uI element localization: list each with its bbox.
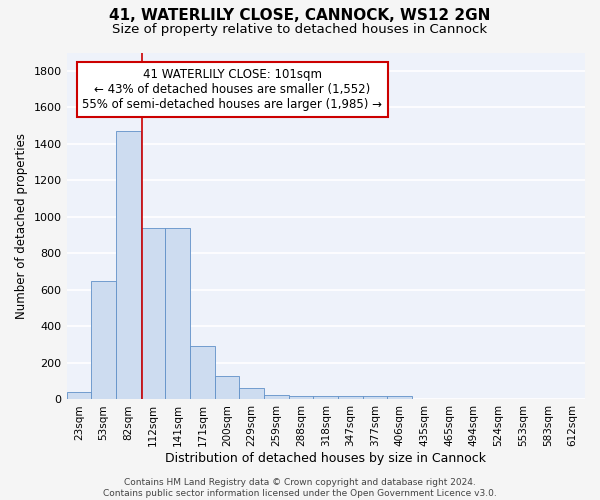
Text: Size of property relative to detached houses in Cannock: Size of property relative to detached ho…	[112, 22, 488, 36]
Bar	[313, 396, 338, 400]
Bar	[388, 396, 412, 400]
Bar	[91, 281, 116, 400]
Bar	[239, 388, 264, 400]
Bar	[165, 228, 190, 400]
Bar	[116, 131, 140, 400]
Text: Contains HM Land Registry data © Crown copyright and database right 2024.
Contai: Contains HM Land Registry data © Crown c…	[103, 478, 497, 498]
Bar	[67, 392, 91, 400]
Bar	[338, 396, 363, 400]
Bar	[215, 376, 239, 400]
Text: 41, WATERLILY CLOSE, CANNOCK, WS12 2GN: 41, WATERLILY CLOSE, CANNOCK, WS12 2GN	[109, 8, 491, 22]
Text: 41 WATERLILY CLOSE: 101sqm
← 43% of detached houses are smaller (1,552)
55% of s: 41 WATERLILY CLOSE: 101sqm ← 43% of deta…	[82, 68, 382, 111]
Bar	[363, 396, 388, 400]
X-axis label: Distribution of detached houses by size in Cannock: Distribution of detached houses by size …	[165, 452, 486, 465]
Bar	[264, 395, 289, 400]
Bar	[289, 396, 313, 400]
Bar	[140, 228, 165, 400]
Y-axis label: Number of detached properties: Number of detached properties	[15, 133, 28, 319]
Bar	[190, 346, 215, 400]
